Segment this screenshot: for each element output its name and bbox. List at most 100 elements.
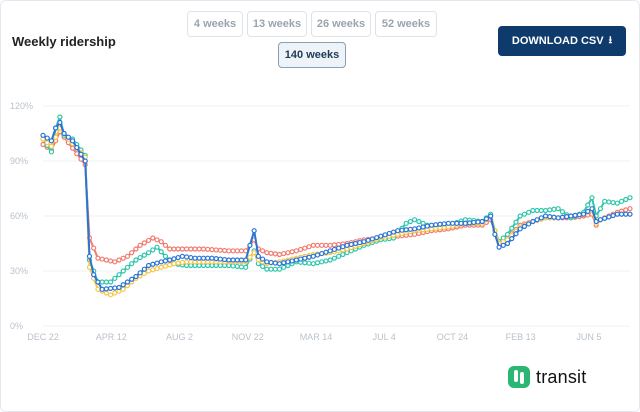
data-point xyxy=(129,261,135,267)
range-52-weeks-button[interactable]: 52 weeks xyxy=(375,11,437,37)
data-point xyxy=(597,206,604,212)
data-point xyxy=(306,254,312,260)
data-point xyxy=(521,223,528,229)
data-point xyxy=(416,225,422,231)
data-point xyxy=(462,220,468,226)
data-point xyxy=(593,218,599,225)
data-point xyxy=(103,290,109,296)
data-point xyxy=(112,259,118,265)
y-tick-label: 0% xyxy=(10,321,23,331)
range-140-weeks-button[interactable]: 140 weeks xyxy=(278,42,346,68)
data-point xyxy=(538,207,544,214)
data-point xyxy=(179,246,185,252)
data-point xyxy=(150,261,156,267)
data-point xyxy=(255,253,261,259)
data-point xyxy=(513,231,519,237)
data-point xyxy=(124,279,131,285)
download-arrow-icon: ⭳ xyxy=(608,34,613,46)
data-point xyxy=(336,253,342,259)
data-point xyxy=(293,257,299,263)
data-point xyxy=(69,145,76,151)
chart-title: Weekly ridership xyxy=(12,34,116,49)
data-point xyxy=(517,213,523,219)
data-point xyxy=(154,244,160,250)
data-point xyxy=(412,226,418,232)
data-point xyxy=(276,251,283,258)
data-point xyxy=(365,237,371,243)
data-point xyxy=(141,270,147,277)
data-point xyxy=(171,261,177,267)
data-point xyxy=(551,214,557,220)
data-point xyxy=(530,207,536,214)
data-point xyxy=(65,134,71,140)
data-point xyxy=(183,246,190,252)
data-point xyxy=(179,253,185,259)
data-point xyxy=(314,242,321,248)
data-point xyxy=(357,239,363,246)
download-csv-button[interactable]: DOWNLOAD CSV ⭳ xyxy=(498,26,626,56)
range-26-weeks-button[interactable]: 26 weeks xyxy=(311,11,371,37)
data-point xyxy=(407,218,414,225)
data-point xyxy=(103,286,109,292)
data-point xyxy=(145,250,152,256)
data-point xyxy=(230,263,236,269)
data-point xyxy=(188,254,194,261)
data-point xyxy=(133,257,139,263)
data-point xyxy=(230,248,236,254)
data-point xyxy=(314,260,321,266)
data-point xyxy=(627,211,633,217)
data-point xyxy=(289,249,295,255)
range-13-weeks-button[interactable]: 13 weeks xyxy=(247,11,307,37)
data-point xyxy=(336,245,342,251)
data-point xyxy=(209,247,215,253)
data-point xyxy=(154,237,160,243)
data-point xyxy=(48,149,55,155)
data-point xyxy=(238,248,245,254)
data-point xyxy=(509,236,515,242)
data-point xyxy=(466,220,473,226)
data-point xyxy=(158,239,164,245)
data-point xyxy=(268,266,274,272)
data-point xyxy=(247,242,253,248)
x-tick-label: DEC 22 xyxy=(27,332,59,342)
data-point xyxy=(238,264,245,270)
data-point xyxy=(40,141,46,148)
data-point xyxy=(627,195,633,201)
data-point xyxy=(48,138,55,144)
data-point xyxy=(209,255,215,261)
data-point xyxy=(441,221,447,227)
data-point xyxy=(192,246,198,252)
transit-logo-text: transit xyxy=(536,366,587,387)
data-point xyxy=(302,255,308,261)
data-point xyxy=(162,242,169,248)
data-point xyxy=(483,216,490,222)
range-4-weeks-button[interactable]: 4 weeks xyxy=(187,11,243,37)
data-point xyxy=(243,257,249,263)
data-point xyxy=(226,257,232,263)
data-point xyxy=(331,242,337,248)
data-point xyxy=(226,248,232,254)
data-point xyxy=(374,234,380,241)
data-point xyxy=(145,268,152,274)
data-point xyxy=(188,259,194,265)
data-point xyxy=(137,242,143,248)
data-point xyxy=(623,207,629,213)
data-point xyxy=(589,206,595,212)
data-point xyxy=(95,255,101,261)
data-point xyxy=(137,254,143,261)
data-point xyxy=(306,260,312,266)
data-point xyxy=(323,242,329,248)
data-point xyxy=(251,228,257,234)
data-point xyxy=(167,262,173,268)
data-point xyxy=(319,242,325,248)
data-point xyxy=(150,247,156,253)
data-point xyxy=(602,215,608,221)
data-point xyxy=(331,255,337,261)
data-point xyxy=(268,250,274,256)
data-point xyxy=(323,249,329,255)
data-point xyxy=(259,263,266,270)
data-point xyxy=(175,260,181,266)
data-point xyxy=(196,255,202,261)
data-point xyxy=(521,211,528,217)
data-point xyxy=(251,250,257,256)
